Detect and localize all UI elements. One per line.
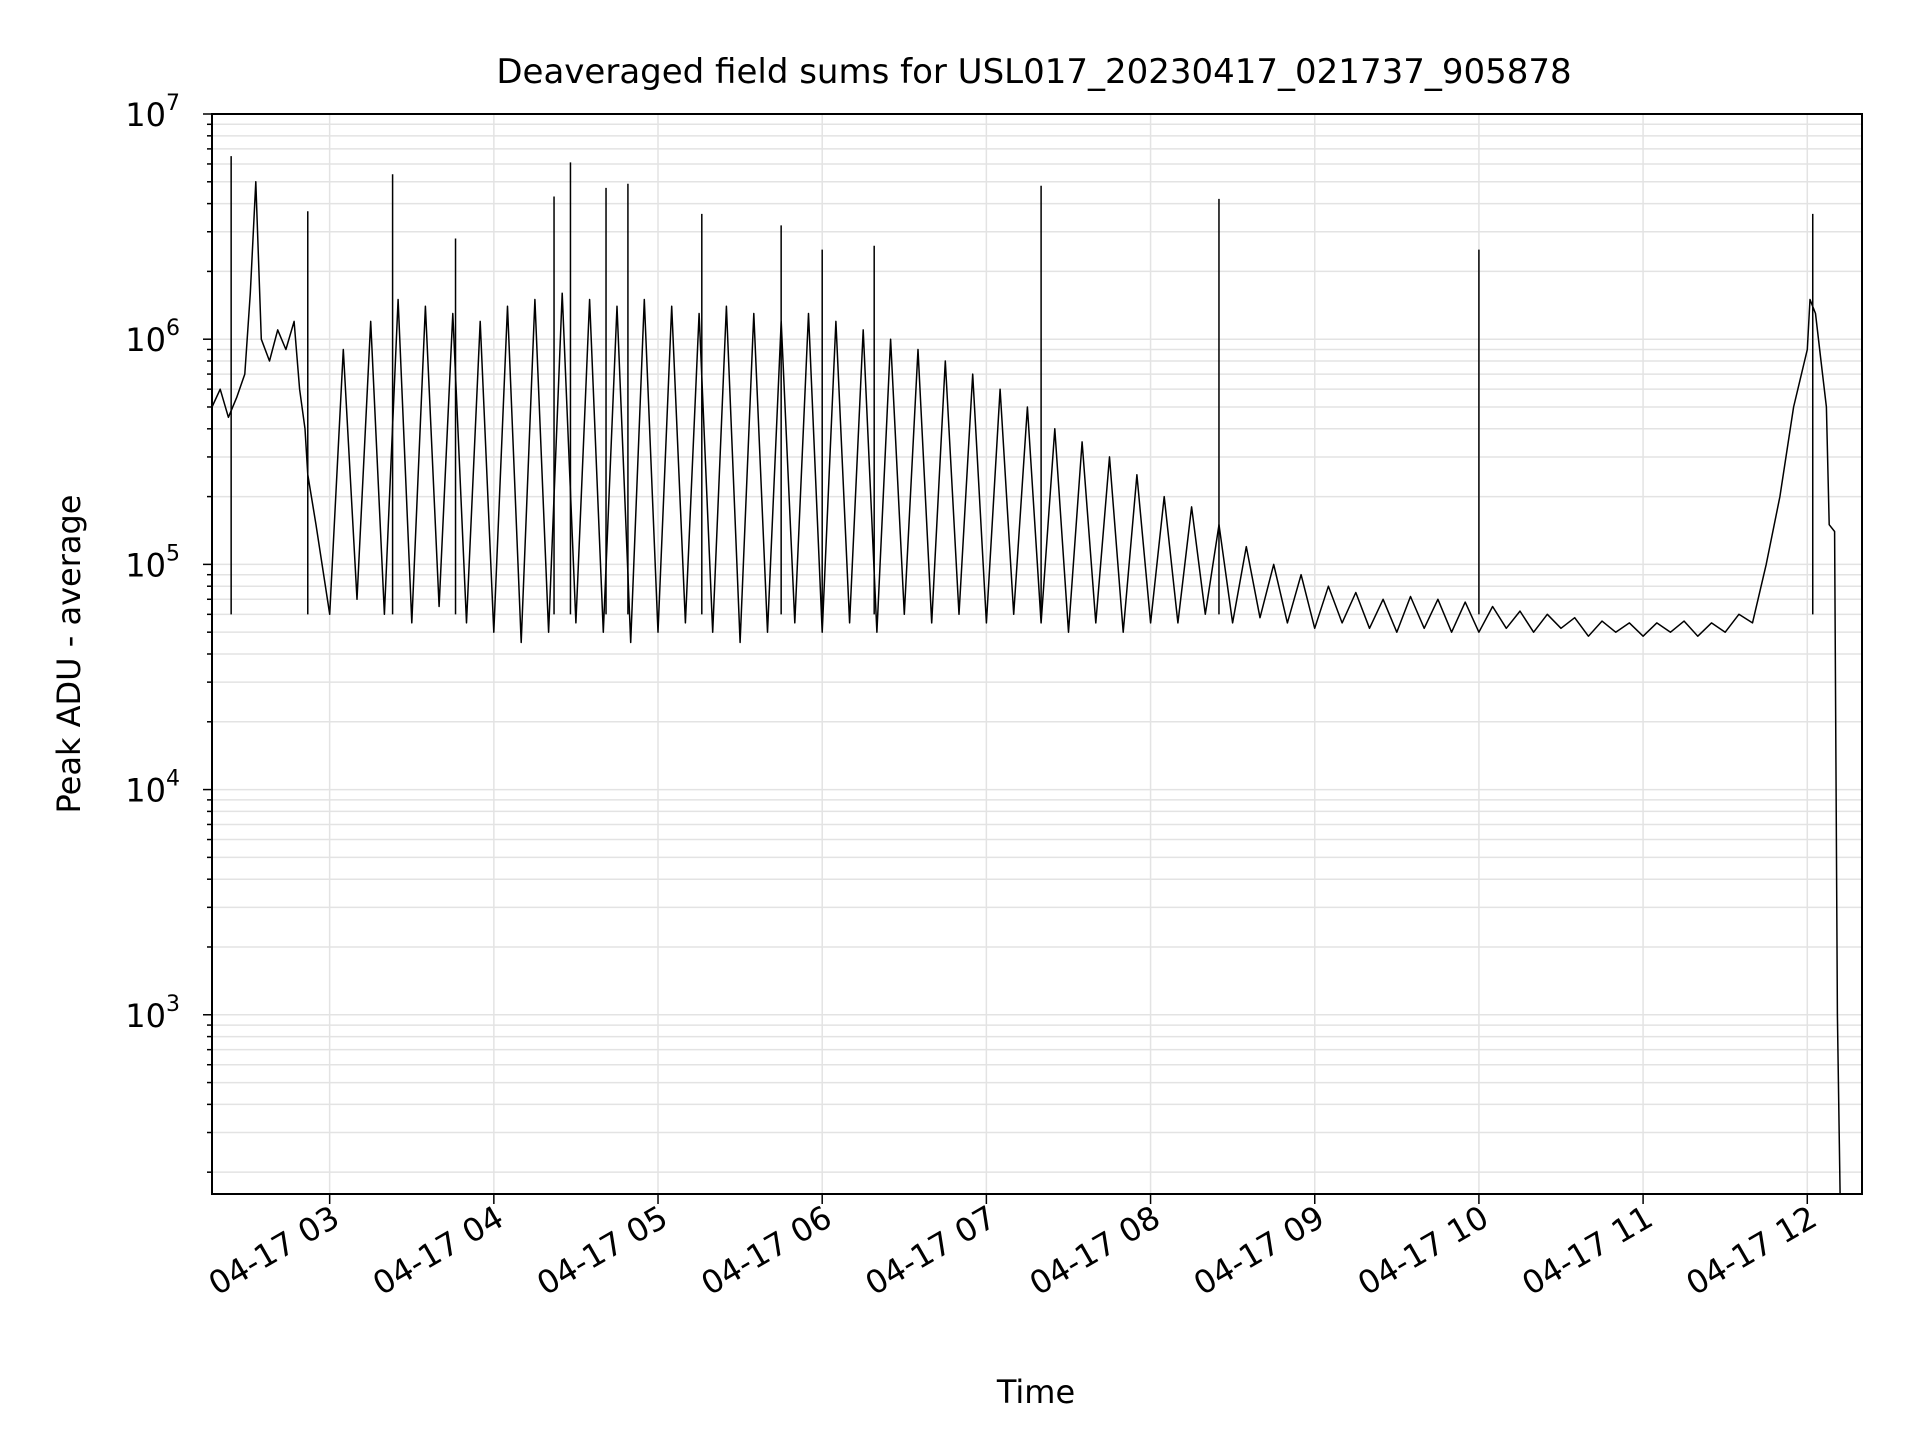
y-tick-label: 103 [125,992,180,1035]
y-tick-label: 106 [125,316,180,359]
y-axis: 103 104 105 106 107 [125,91,212,1173]
y-tick-label: 104 [125,767,180,810]
series-line [211,181,1841,1195]
grid-lines [212,113,1862,1194]
y-tick-label: 107 [125,91,180,134]
plot-area [211,156,1841,1195]
y-tick-label: 105 [125,541,180,584]
x-axis-label: Time [996,1373,1075,1411]
chart-title: Deaveraged field sums for USL017_2023041… [496,52,1571,92]
y-axis-label: Peak ADU - average [50,495,88,814]
